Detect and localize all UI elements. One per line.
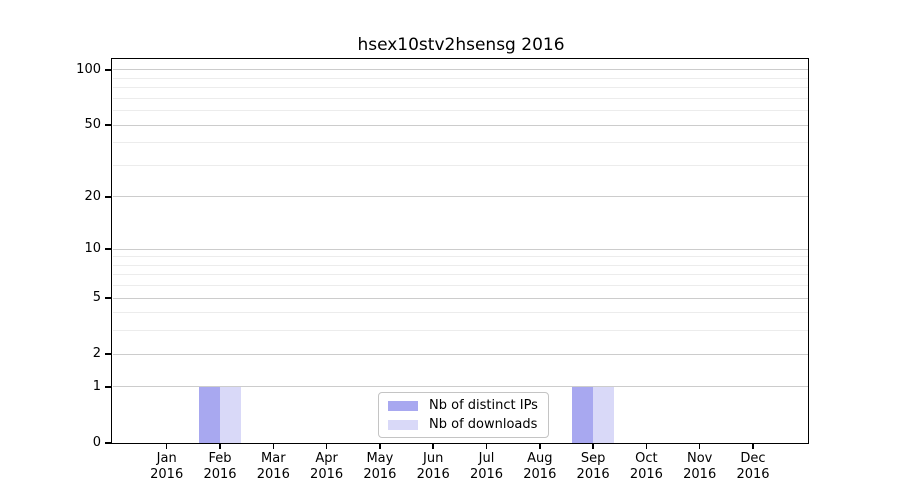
y-tick-mark xyxy=(105,386,112,388)
y-tick-mark xyxy=(105,124,112,126)
bar-distinct-ips-sep xyxy=(571,386,594,443)
x-tick-label: Sep 2016 xyxy=(576,451,610,482)
legend-item-downloads: Nb of downloads xyxy=(388,417,538,432)
y-tick-mark xyxy=(105,69,112,71)
x-tick-mark xyxy=(432,444,434,449)
y-tick-label: 100 xyxy=(76,61,101,77)
legend-swatch-distinct-ips-icon xyxy=(388,400,418,411)
y-tick-mark xyxy=(105,248,112,250)
legend-swatch-downloads-icon xyxy=(388,419,418,430)
y-tick-label: 0 xyxy=(92,435,101,450)
x-tick-mark xyxy=(219,444,221,449)
minor-gridline xyxy=(113,285,808,287)
y-tick-label: 1 xyxy=(92,378,101,394)
x-tick-label: Mar 2016 xyxy=(256,451,290,482)
x-tick-mark xyxy=(325,444,328,449)
x-tick-mark xyxy=(645,444,648,449)
bar-downloads-feb xyxy=(220,386,242,443)
minor-gridline xyxy=(113,274,808,276)
legend-label-distinct-ips: Nb of distinct IPs xyxy=(429,398,538,413)
major-gridline xyxy=(113,297,808,299)
x-tick-mark xyxy=(752,444,754,449)
y-tick-label: 50 xyxy=(84,117,101,133)
y-tick-mark xyxy=(105,353,112,355)
x-tick-mark xyxy=(272,444,275,449)
x-tick-label: Aug 2016 xyxy=(523,451,557,482)
x-tick-label: Feb 2016 xyxy=(203,451,237,482)
y-tick-mark xyxy=(105,297,112,299)
minor-gridline xyxy=(113,77,808,79)
minor-gridline xyxy=(113,87,808,89)
legend: Nb of distinct IPs Nb of downloads xyxy=(378,392,549,438)
minor-gridline xyxy=(113,312,808,314)
x-tick-mark xyxy=(539,444,541,449)
major-gridline xyxy=(113,386,808,388)
x-tick-label: Dec 2016 xyxy=(736,451,770,482)
legend-label-downloads: Nb of downloads xyxy=(429,417,538,432)
y-tick-label: 10 xyxy=(84,241,101,257)
x-tick-mark xyxy=(698,444,701,449)
x-tick-mark xyxy=(592,444,594,449)
x-tick-mark xyxy=(379,444,381,449)
major-gridline xyxy=(113,124,808,126)
y-tick-label: 2 xyxy=(92,346,101,362)
x-tick-label: Jul 2016 xyxy=(469,451,504,482)
major-gridline xyxy=(113,353,808,355)
bar-downloads-sep xyxy=(593,386,615,443)
x-tick-label: Jan 2016 xyxy=(150,451,184,482)
minor-gridline xyxy=(113,142,808,144)
legend-item-distinct-ips: Nb of distinct IPs xyxy=(388,398,538,413)
x-tick-mark xyxy=(165,444,168,449)
major-gridline xyxy=(113,248,808,250)
major-gridline xyxy=(113,69,808,71)
x-tick-label: Jun 2016 xyxy=(416,451,450,482)
minor-gridline xyxy=(113,264,808,266)
x-tick-label: Nov 2016 xyxy=(683,451,717,482)
y-tick-mark xyxy=(105,196,112,198)
x-tick-label: Oct 2016 xyxy=(629,451,663,482)
y-tick-label: 20 xyxy=(84,188,101,204)
x-tick-label: Apr 2016 xyxy=(310,451,344,482)
y-tick-mark xyxy=(105,442,112,444)
x-tick-mark xyxy=(485,444,488,449)
y-tick-label: 5 xyxy=(92,290,101,306)
x-tick-label: May 2016 xyxy=(363,451,397,482)
bar-distinct-ips-feb xyxy=(198,386,220,443)
minor-gridline xyxy=(113,110,808,112)
minor-gridline xyxy=(113,97,808,99)
minor-gridline xyxy=(113,256,808,258)
chart-title: hsex10stv2hsensg 2016 xyxy=(357,35,565,55)
major-gridline xyxy=(113,196,808,198)
minor-gridline xyxy=(113,330,808,332)
minor-gridline xyxy=(113,164,808,166)
